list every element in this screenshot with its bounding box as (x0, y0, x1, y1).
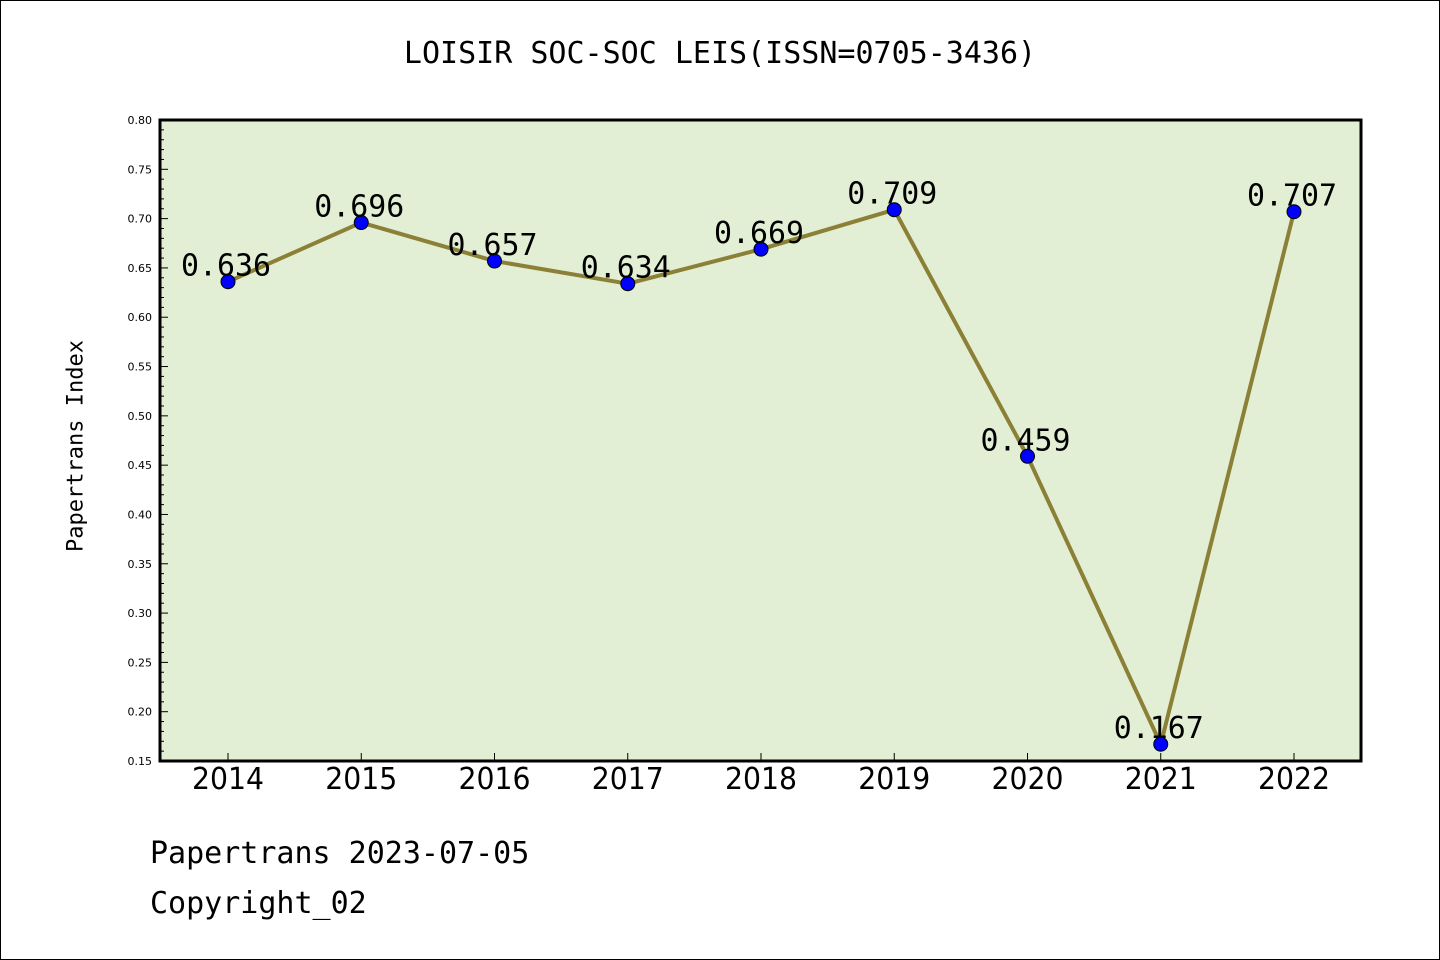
data-point (886, 202, 902, 218)
x-tick-label: 2019 (858, 762, 930, 797)
data-point (487, 253, 502, 269)
y-tick-label: 0.65 (128, 262, 153, 275)
data-point (1020, 448, 1035, 464)
y-tick-label: 0.45 (128, 459, 153, 472)
data-label: 0.459 (981, 423, 1071, 458)
data-point (753, 241, 769, 257)
y-tick-label: 0.60 (128, 311, 153, 324)
y-tick-label: 0.15 (128, 755, 153, 768)
data-label: 0.669 (714, 216, 804, 251)
series-layer: 0.636 0.696 0.657 0.634 0.669 0.709 0.459 0.167… (181, 177, 1337, 752)
data-point (1153, 736, 1169, 752)
x-tick-label: 2015 (325, 762, 397, 797)
x-tick-label: 2020 (992, 762, 1064, 797)
data-label: 0.709 (847, 177, 937, 212)
y-tick-label: 0.35 (128, 558, 153, 571)
y-axis: 0.15 0.20 0.25 0.30 0.35 0.40 0.45 0.50 0.55 0.60… (128, 114, 168, 768)
y-tick-label: 0.55 (128, 361, 153, 374)
y-tick-label: 0.70 (128, 213, 153, 226)
data-point (1286, 204, 1302, 220)
data-point (620, 276, 636, 292)
y-tick-label: 0.80 (128, 114, 153, 127)
footer-copyright: Copyright_02 (150, 886, 367, 921)
data-label: 0.707 (1247, 179, 1337, 214)
data-point (353, 215, 369, 231)
plot-border (158, 118, 1363, 763)
footer-date: Papertrans 2023-07-05 (150, 836, 530, 871)
x-tick-label: 2017 (592, 762, 664, 797)
data-label: 0.657 (448, 228, 538, 263)
y-tick-label: 0.30 (128, 607, 153, 620)
x-tick-label: 2022 (1258, 762, 1330, 797)
x-tick-label: 2014 (192, 762, 264, 797)
data-label: 0.167 (1114, 711, 1204, 746)
data-point (220, 274, 236, 290)
x-tick-label: 2016 (459, 762, 531, 797)
data-label: 0.634 (581, 251, 671, 286)
y-tick-label: 0.25 (128, 656, 153, 669)
chart-title: LOISIR SOC-SOC LEIS(ISSN=0705-3436) (403, 36, 1037, 71)
data-label: 0.636 (181, 249, 271, 284)
y-tick-label: 0.40 (128, 508, 153, 521)
y-tick-label: 0.20 (128, 706, 153, 719)
x-tick-label: 2018 (725, 762, 797, 797)
data-label: 0.696 (314, 190, 404, 225)
x-tick-label: 2021 (1125, 762, 1197, 797)
y-tick-label: 0.50 (128, 410, 153, 423)
x-axis: 2014 2015 2016 2017 2018 2019 2020 2021 2022 (192, 753, 1330, 797)
y-tick-label: 0.75 (128, 163, 153, 176)
